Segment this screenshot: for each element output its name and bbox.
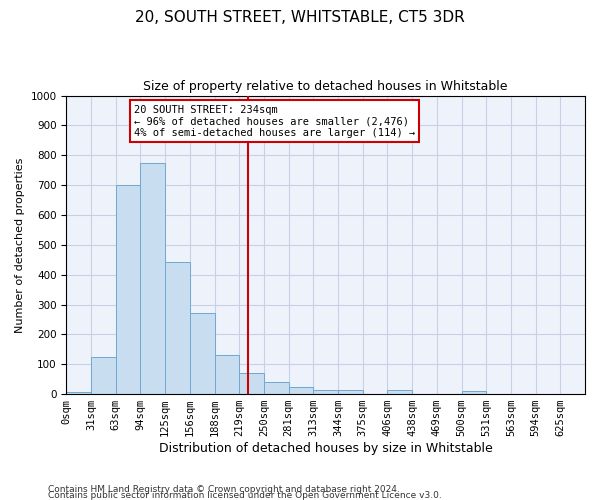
Bar [190, 312, 215, 394]
Bar [165, 262, 190, 394]
X-axis label: Distribution of detached houses by size in Whitstable: Distribution of detached houses by size … [159, 442, 493, 455]
Bar [388, 390, 412, 394]
Bar [215, 354, 239, 394]
Text: Contains public sector information licensed under the Open Government Licence v3: Contains public sector information licen… [48, 490, 442, 500]
Bar [116, 185, 140, 394]
Text: 20 SOUTH STREET: 234sqm
← 96% of detached houses are smaller (2,476)
4% of semi-: 20 SOUTH STREET: 234sqm ← 96% of detache… [134, 104, 415, 138]
Text: 20, SOUTH STREET, WHITSTABLE, CT5 3DR: 20, SOUTH STREET, WHITSTABLE, CT5 3DR [135, 10, 465, 25]
Bar [67, 392, 91, 394]
Bar [91, 357, 116, 394]
Bar [289, 387, 313, 394]
Bar [140, 162, 165, 394]
Bar [264, 382, 289, 394]
Bar [239, 373, 264, 394]
Y-axis label: Number of detached properties: Number of detached properties [15, 157, 25, 332]
Bar [461, 391, 486, 394]
Bar [338, 390, 363, 394]
Title: Size of property relative to detached houses in Whitstable: Size of property relative to detached ho… [143, 80, 508, 93]
Text: Contains HM Land Registry data © Crown copyright and database right 2024.: Contains HM Land Registry data © Crown c… [48, 484, 400, 494]
Bar [313, 390, 338, 394]
